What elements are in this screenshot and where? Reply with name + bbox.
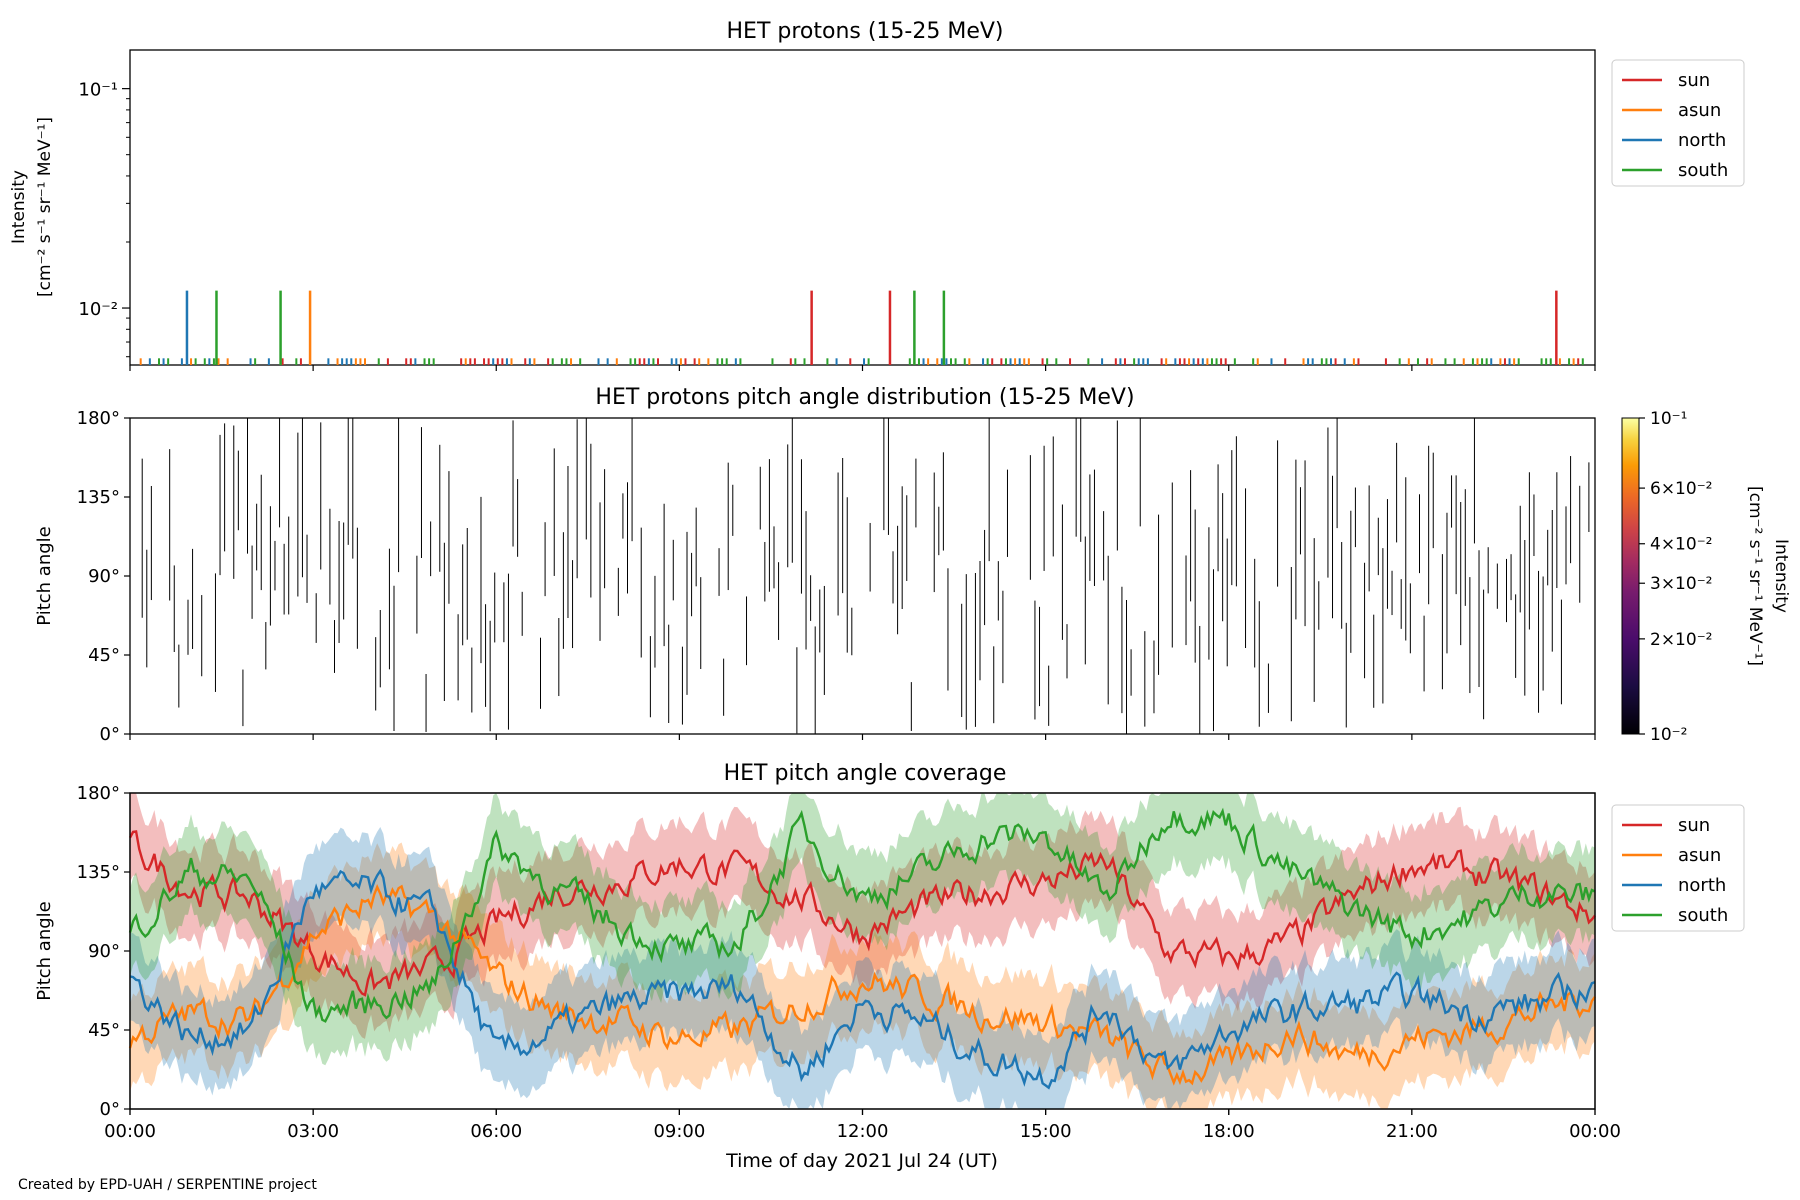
panel2-plot-frame [129,417,1596,735]
y-tick-label: 0° [100,1099,120,1120]
x-tick-label: 03:00 [287,1121,339,1142]
y-tick-label: 0° [100,724,120,745]
colorbar-tick-label: 6×10⁻² [1650,479,1712,499]
panel1-legend: sun asun north south [1611,59,1745,187]
panel3-lines [128,807,1596,1090]
colorbar-label-line2: [cm⁻² s⁻¹ sr⁻¹ MeV⁻¹] [1745,486,1765,666]
panel1-ylabel-line1: Intensity [9,170,29,244]
panel3-legend: sun asun north south [1611,804,1745,932]
y-tick-label: 135° [77,862,120,883]
panel3-plot-frame [129,792,1596,1110]
panel1-spikes [185,290,1558,365]
panel3-title: HET pitch angle coverage [724,761,1007,786]
legend-label-north: north [1678,130,1726,151]
panel3-x-axis: 00:00 03:00 06:00 09:00 12:00 15:00 18:00 21:00… [104,1109,1621,1142]
band-sun [130,793,1595,1039]
x-tick-label: 12:00 [837,1121,889,1142]
y-tick-label: 135° [77,487,120,508]
line-south [128,807,1596,1023]
colorbar-ticks: 10⁻² 2×10⁻² 3×10⁻² 4×10⁻² 6×10⁻² 10⁻¹ [1639,409,1712,745]
band-south [130,793,1595,1066]
colorbar-label-line1: Intensity [1771,539,1791,613]
colorbar-tick-label: 3×10⁻² [1650,574,1712,594]
legend-label-asun: asun [1678,100,1721,121]
panel2-ylabel: Pitch angle [34,526,55,625]
legend-label-north: north [1678,875,1726,896]
panel1-title: HET protons (15-25 MeV) [727,19,1004,44]
line-sun [128,830,1596,997]
credit-text: Created by EPD-UAH / SERPENTINE project [18,1177,317,1193]
x-tick-label: 18:00 [1203,1121,1255,1142]
line-north [129,868,1596,1090]
panel1-baseline-marks [139,358,1584,365]
y-tick-label: 180° [77,408,120,429]
legend-label-sun: sun [1678,70,1710,91]
colorbar-tick-label: 4×10⁻² [1650,535,1712,555]
legend-box [1611,59,1745,187]
x-tick-label: 21:00 [1386,1121,1438,1142]
panel2-title: HET protons pitch angle distribution (15… [595,385,1134,410]
panel1-y-axis: 10⁻² 10⁻¹ [78,80,130,358]
panel3-xlabel: Time of day 2021 Jul 24 (UT) [725,1150,998,1172]
y-tick-label: 10⁻² [78,299,118,320]
colorbar-tick-label: 10⁻² [1650,725,1687,745]
y-tick-label: 45° [88,1020,120,1041]
y-tick-label: 10⁻¹ [78,80,118,101]
y-tick-label: 90° [88,941,120,962]
y-tick-label: 180° [77,783,120,804]
panel1-axis-ticks [129,365,1596,371]
panel3-y-axis: 0° 45° 90° 135° 180° [77,783,130,1120]
legend-label-south: south [1678,160,1728,181]
legend-label-sun: sun [1678,815,1710,836]
x-tick-label: 15:00 [1020,1121,1072,1142]
panel1-plot-frame [129,49,1596,366]
x-tick-label: 09:00 [653,1121,705,1142]
panel1-ylabel-line2: [cm⁻² s⁻¹ sr⁻¹ MeV⁻¹] [35,117,55,297]
y-tick-label: 45° [88,645,120,666]
y-tick-label: 90° [88,566,120,587]
legend-box [1611,804,1745,932]
panel2-pad-segments [141,418,1590,734]
x-tick-label: 06:00 [470,1121,522,1142]
colorbar-tick-label: 2×10⁻² [1650,630,1712,650]
legend-label-south: south [1678,905,1728,926]
legend-label-asun: asun [1678,845,1721,866]
x-tick-label: 00:00 [1569,1121,1621,1142]
x-tick-label: 00:00 [104,1121,156,1142]
line-asun [128,883,1596,1086]
colorbar [1621,417,1640,735]
band-asun [130,842,1595,1109]
colorbar-tick-label: 10⁻¹ [1650,409,1687,429]
panel3-ylabel: Pitch angle [34,901,55,1000]
panel2-y-axis: 0° 45° 90° 135° 180° [77,408,130,745]
panel2-axis-ticks [129,734,1596,740]
